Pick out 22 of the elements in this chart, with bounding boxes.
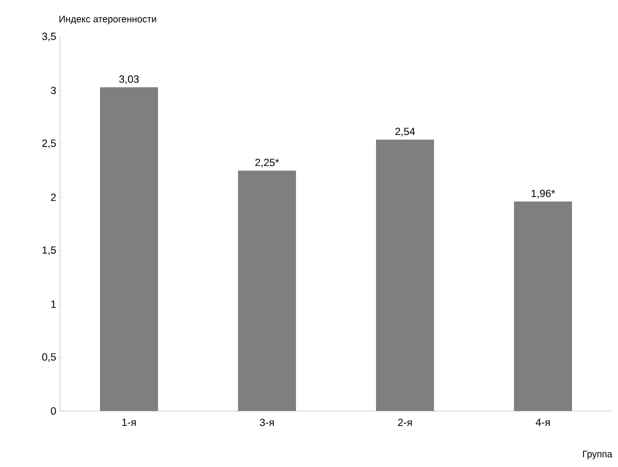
y-tick-label: 1,5 <box>42 246 56 255</box>
bar <box>100 87 158 411</box>
x-tick-label: 3-я <box>260 418 274 426</box>
y-axis-title: Индекс атерогенности <box>59 16 156 24</box>
data-label: 3,03 <box>119 75 139 84</box>
y-tick-label: 0 <box>50 407 56 415</box>
y-tick-label: 0,5 <box>42 353 56 362</box>
data-label: 2,25* <box>255 158 280 168</box>
x-tick-label: 1-я <box>122 418 136 426</box>
bar <box>514 202 572 411</box>
data-label: 2,54 <box>395 128 415 136</box>
data-label: 1,96* <box>532 190 556 198</box>
bar <box>376 140 434 411</box>
x-tick-label: 4-я <box>536 418 550 426</box>
y-tick-label: 1 <box>51 300 56 308</box>
bar <box>238 170 296 411</box>
y-tick-label: 2,5 <box>42 140 56 148</box>
y-tick-label: 3,5 <box>42 32 56 42</box>
y-tick-label: 3 <box>50 86 56 94</box>
x-tick-label: 2-я <box>398 418 412 426</box>
x-axis-title: Группа <box>583 450 612 460</box>
y-tick-label: 2 <box>51 194 56 201</box>
